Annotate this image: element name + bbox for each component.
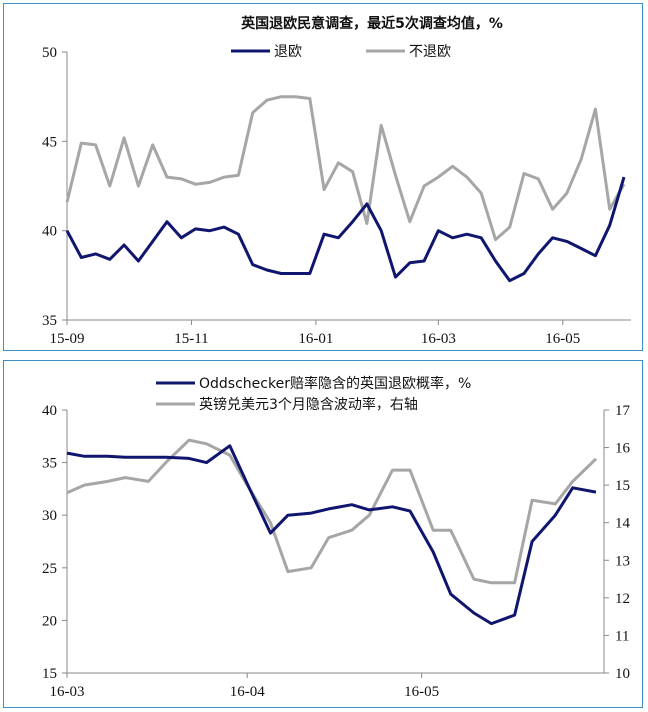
y-tick-label: 35 <box>42 313 57 329</box>
y-tick-label: 40 <box>42 403 57 419</box>
y-tick-label: 30 <box>42 508 57 524</box>
y2-tick-label: 14 <box>615 516 631 532</box>
y2-tick-label: 11 <box>615 628 629 644</box>
y-tick-label: 15 <box>42 666 57 682</box>
x-tick-label: 15-09 <box>50 331 85 347</box>
x-tick-label: 16-05 <box>545 331 580 347</box>
y-tick-label: 20 <box>42 613 57 629</box>
brexit-poll-chart: 英国退欧民意调查，最近5次调查均值，% 退欧 不退欧 35 40 45 50 15-0… <box>42 15 631 347</box>
y2-tick-label: 17 <box>615 403 631 419</box>
y2-tick-label: 15 <box>615 478 630 494</box>
series-odds-line <box>66 444 597 626</box>
y-tick-label: 35 <box>42 456 57 472</box>
x-tick-label: 16-04 <box>230 684 265 700</box>
top-chart-panel: 英国退欧民意调查，最近5次调查均值，% 退欧 不退欧 35 40 45 50 15-0… <box>3 3 643 351</box>
y-tick-label: 45 <box>42 134 57 150</box>
y-tick-label: 50 <box>42 45 57 61</box>
legend-label-vol: 英镑兑美元3个月隐含波动率，右轴 <box>199 396 418 413</box>
odds-volatility-chart: Oddschecker赔率隐含的英国退欧概率，% 英镑兑美元3个月隐含波动率，右… <box>42 375 631 700</box>
series-volatility-line <box>66 438 598 585</box>
y2-tick-label: 12 <box>615 591 630 607</box>
y2-tick-label: 13 <box>615 553 630 569</box>
legend-label-remain: 不退欧 <box>409 44 451 60</box>
y-tick-label: 40 <box>42 224 57 240</box>
y-tick-label: 25 <box>42 561 57 577</box>
x-tick-label: 16-03 <box>50 684 85 700</box>
x-tick-label: 15-11 <box>174 331 208 347</box>
y2-tick-label: 16 <box>615 441 631 457</box>
y2-tick-label: 10 <box>615 666 630 682</box>
series-remain-line <box>65 95 626 242</box>
x-tick-label: 16-05 <box>404 684 439 700</box>
x-tick-label: 16-01 <box>298 331 333 347</box>
bottom-chart-panel: Oddschecker赔率隐含的英国退欧概率，% 英镑兑美元3个月隐含波动率，右… <box>3 360 643 708</box>
legend-label-odds: Oddschecker赔率隐含的英国退欧概率，% <box>199 375 471 392</box>
legend-label-leave: 退欧 <box>274 44 302 60</box>
series-leave-line <box>65 176 626 283</box>
chart-title: 英国退欧民意调查，最近5次调查均值，% <box>240 15 503 32</box>
x-tick-label: 16-03 <box>421 331 456 347</box>
